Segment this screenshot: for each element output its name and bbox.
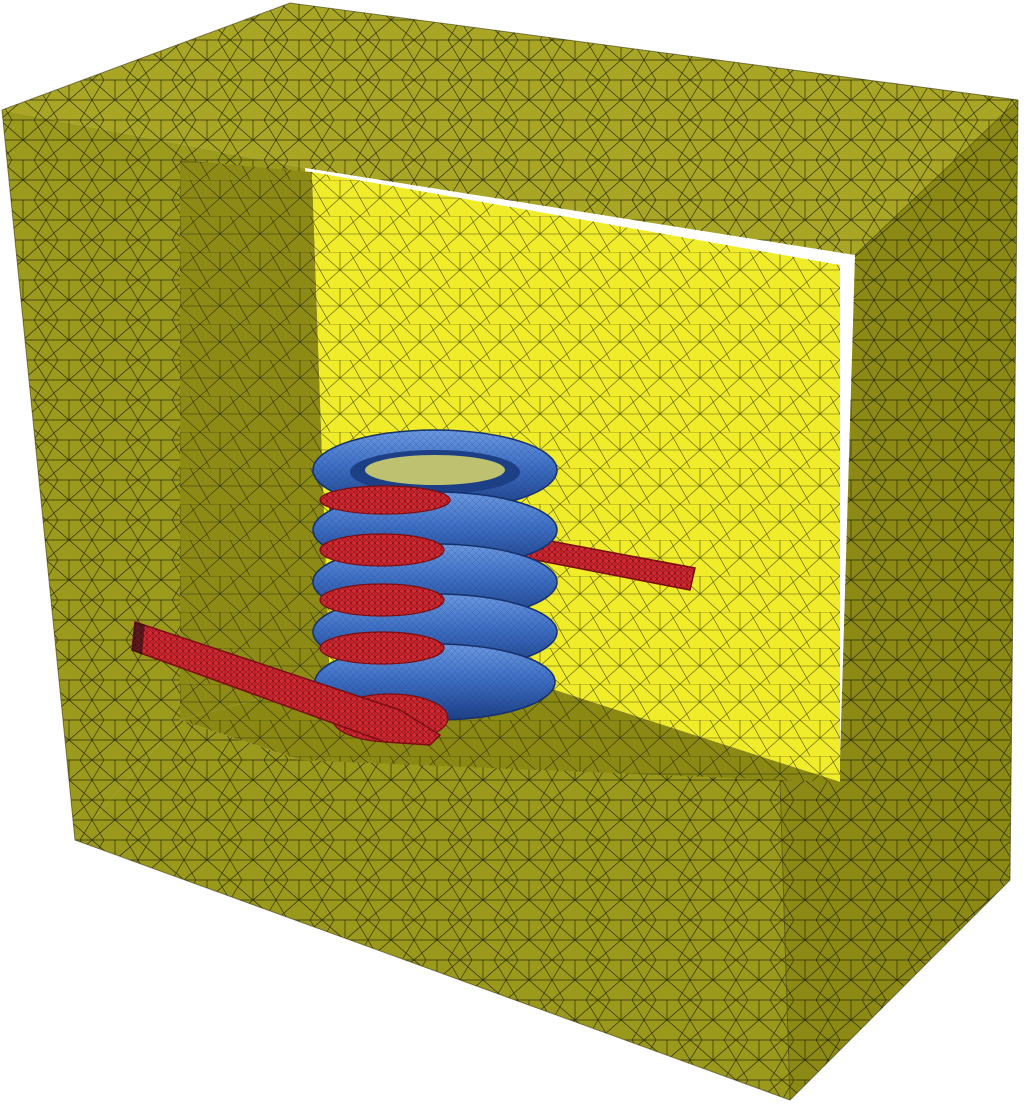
coil-cut-2 (319, 533, 445, 567)
coil-cut-3 (319, 583, 445, 617)
helical-coil (131, 429, 696, 746)
coil-cut-1 (319, 485, 451, 515)
enclosure-box (2, 3, 1018, 1100)
coil-cut-4 (319, 631, 445, 665)
cavity (180, 160, 840, 782)
